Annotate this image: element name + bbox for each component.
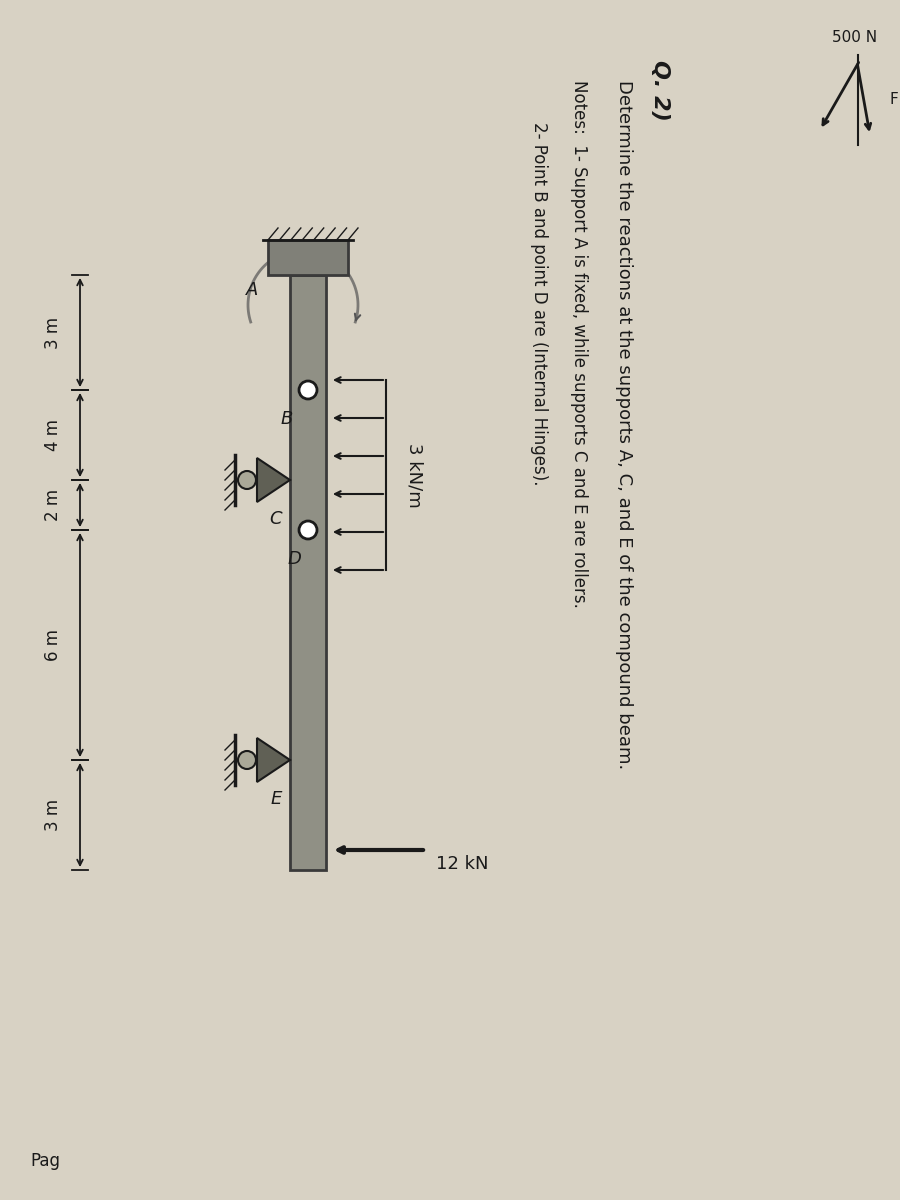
Text: A: A <box>246 281 258 299</box>
Text: Determine the reactions at the supports A, C, and E of the compound beam.: Determine the reactions at the supports … <box>615 80 633 769</box>
Polygon shape <box>257 458 290 502</box>
Circle shape <box>238 751 256 769</box>
Text: 6 m: 6 m <box>44 629 62 661</box>
Text: Q. 2): Q. 2) <box>650 60 670 121</box>
Text: 3 kN/m: 3 kN/m <box>406 443 424 508</box>
Circle shape <box>238 470 256 490</box>
Text: 3 m: 3 m <box>44 799 62 832</box>
Text: C: C <box>269 510 282 528</box>
Text: 12 kN: 12 kN <box>436 854 489 874</box>
Text: F= 450 N: F= 450 N <box>890 92 900 108</box>
Text: 3 m: 3 m <box>44 317 62 348</box>
Circle shape <box>299 521 317 539</box>
Text: B: B <box>281 410 293 428</box>
Polygon shape <box>257 738 290 782</box>
Text: Pag: Pag <box>30 1152 60 1170</box>
Text: Notes:  1- Support A is fixed, while supports C and E are rollers.: Notes: 1- Support A is fixed, while supp… <box>570 80 588 608</box>
Text: 4 m: 4 m <box>44 419 62 451</box>
Text: 2- Point B and point D are (Internal Hinges).: 2- Point B and point D are (Internal Hin… <box>530 80 548 486</box>
Bar <box>268 240 348 275</box>
Text: D: D <box>287 550 301 568</box>
Text: E: E <box>271 790 282 808</box>
Text: 500 N: 500 N <box>832 30 878 44</box>
Text: 2 m: 2 m <box>44 488 62 521</box>
Bar <box>290 275 326 870</box>
Circle shape <box>299 382 317 398</box>
